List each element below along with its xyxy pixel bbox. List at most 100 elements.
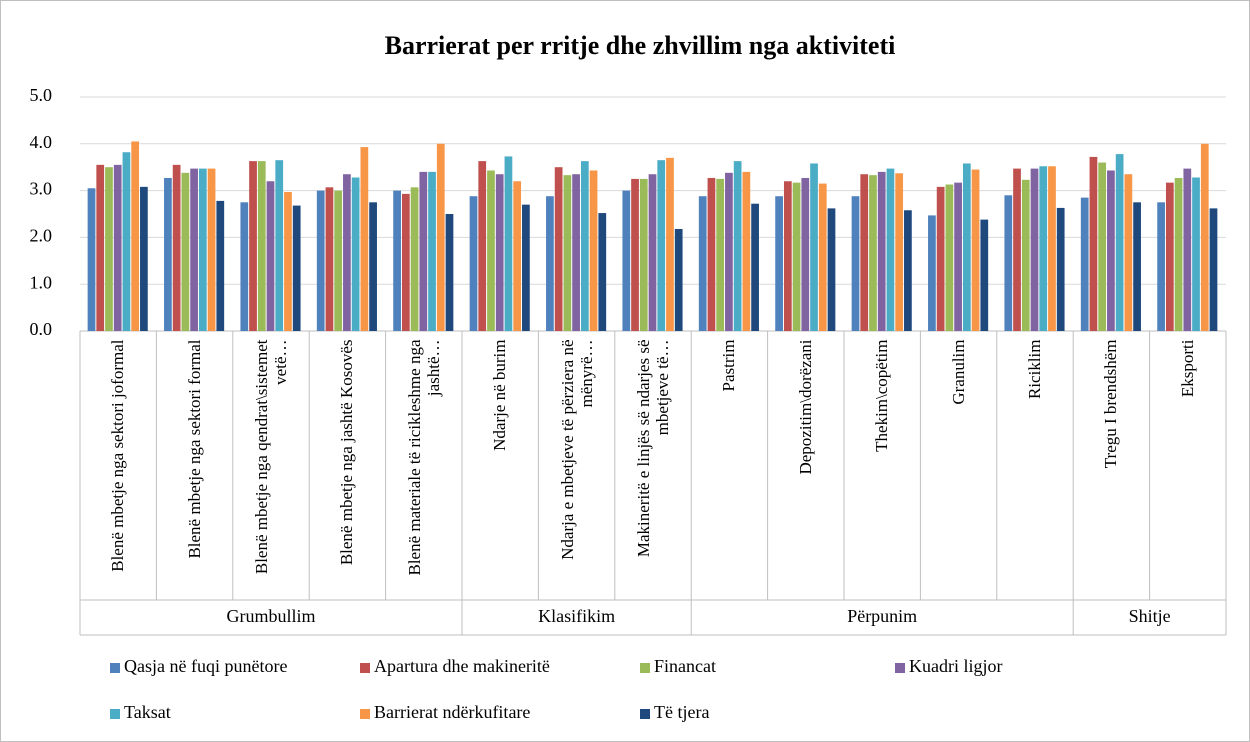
bar bbox=[487, 170, 495, 331]
bar bbox=[419, 171, 428, 331]
bar bbox=[810, 163, 818, 331]
bar bbox=[698, 196, 707, 331]
bar bbox=[801, 177, 810, 331]
x-tick-label: Ndarje në burim bbox=[490, 339, 510, 451]
bar bbox=[445, 214, 454, 331]
legend-swatch bbox=[895, 663, 905, 673]
bar bbox=[572, 174, 580, 331]
bar bbox=[895, 173, 904, 331]
bar bbox=[1080, 197, 1089, 331]
bar bbox=[886, 168, 895, 331]
bar bbox=[554, 167, 563, 331]
bar bbox=[775, 196, 783, 331]
bar bbox=[928, 215, 936, 331]
x-tick-label: Thekim\copëtim bbox=[872, 339, 892, 452]
bar bbox=[87, 188, 96, 331]
bar bbox=[674, 228, 683, 331]
group-label: Grumbullim bbox=[227, 606, 316, 626]
bar bbox=[522, 204, 530, 331]
y-tick-label: 4.0 bbox=[30, 132, 53, 152]
bar bbox=[113, 164, 122, 331]
group-label: Përpunim bbox=[847, 606, 917, 626]
bar bbox=[1098, 162, 1107, 331]
bar bbox=[598, 213, 607, 331]
bar bbox=[971, 169, 980, 331]
legend-swatch bbox=[360, 663, 370, 673]
legend-label: Kuadri ligjor bbox=[909, 656, 1002, 676]
bar bbox=[622, 190, 631, 331]
x-tick-label: Makineritë e linjës së ndarjes së mbetje… bbox=[633, 339, 672, 557]
bar bbox=[181, 172, 190, 331]
bar bbox=[1048, 166, 1056, 331]
x-tick-label: Pastrim bbox=[719, 339, 739, 391]
bar bbox=[851, 196, 860, 331]
bar bbox=[657, 160, 666, 331]
x-tick-label: Depozitim\dorëzani bbox=[796, 339, 816, 475]
legend-swatch bbox=[640, 709, 650, 719]
bar bbox=[1107, 170, 1115, 331]
bar bbox=[249, 161, 257, 331]
bar bbox=[401, 193, 410, 331]
bar bbox=[631, 178, 639, 331]
bar bbox=[666, 157, 674, 331]
bar bbox=[869, 175, 877, 331]
bar bbox=[1200, 143, 1209, 331]
legend-label: Të tjera bbox=[654, 702, 709, 722]
bar bbox=[1174, 177, 1183, 331]
bar bbox=[1124, 174, 1133, 331]
bar bbox=[904, 210, 912, 331]
bar bbox=[428, 171, 436, 331]
bar bbox=[877, 171, 886, 331]
bar bbox=[325, 187, 334, 331]
x-tick-label: Eksporti bbox=[1178, 339, 1198, 397]
bar bbox=[284, 192, 292, 331]
bar bbox=[1115, 154, 1124, 331]
bar bbox=[172, 164, 181, 331]
bar bbox=[164, 177, 172, 331]
bar bbox=[1013, 168, 1021, 331]
bar bbox=[1030, 168, 1039, 331]
bar bbox=[1183, 168, 1192, 331]
y-tick-label: 5.0 bbox=[30, 85, 53, 105]
bar bbox=[639, 178, 648, 331]
x-tick-label: Blenë mbetje nga qendrat\sistemet vetë… bbox=[251, 339, 290, 574]
bar bbox=[589, 170, 598, 331]
bar bbox=[190, 168, 198, 331]
y-tick-label: 2.0 bbox=[30, 226, 53, 246]
legend-swatch bbox=[640, 663, 650, 673]
bar bbox=[1039, 166, 1048, 331]
group-label: Klasifikim bbox=[538, 606, 615, 626]
bar bbox=[513, 181, 522, 331]
bar bbox=[266, 181, 275, 331]
bar bbox=[469, 196, 478, 331]
bar bbox=[105, 167, 113, 331]
x-tick-label: Blenë mbetje nga sektori formal bbox=[184, 339, 204, 559]
bar bbox=[1209, 208, 1218, 331]
bar bbox=[478, 161, 487, 331]
bar bbox=[292, 205, 301, 331]
bar bbox=[742, 171, 751, 331]
bar bbox=[546, 196, 554, 331]
legend-label: Apartura dhe makineritë bbox=[374, 656, 550, 676]
legend-label: Qasja në fuqi punëtore bbox=[124, 656, 287, 676]
bar bbox=[783, 181, 792, 331]
bar bbox=[954, 182, 962, 331]
bar bbox=[1004, 195, 1013, 331]
group-label: Shitje bbox=[1129, 606, 1171, 626]
bar bbox=[1089, 156, 1098, 331]
bar bbox=[436, 143, 445, 331]
bar bbox=[580, 161, 589, 331]
bar bbox=[504, 156, 513, 331]
bar bbox=[198, 168, 207, 331]
bar bbox=[393, 190, 401, 331]
bar bbox=[351, 177, 360, 331]
legend-label: Taksat bbox=[124, 702, 171, 722]
legend-swatch bbox=[110, 663, 120, 673]
y-tick-label: 3.0 bbox=[30, 179, 53, 199]
bar bbox=[140, 186, 148, 331]
y-tick-label: 0.0 bbox=[30, 319, 53, 339]
bar bbox=[1192, 177, 1200, 331]
legend-label: Financat bbox=[654, 656, 716, 676]
bar bbox=[360, 147, 369, 331]
